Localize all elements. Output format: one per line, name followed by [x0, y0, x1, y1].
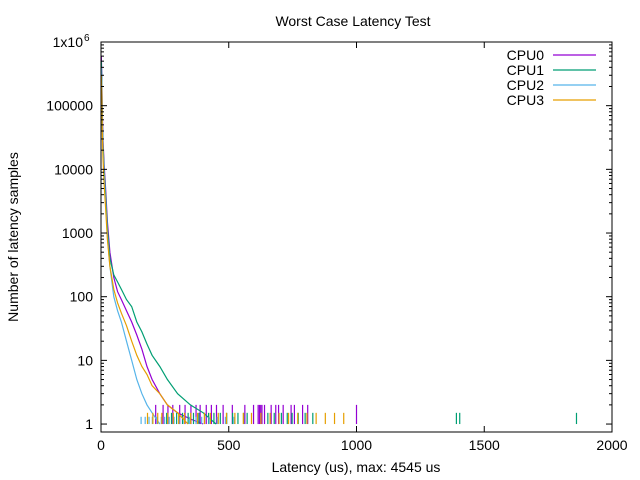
series-layer — [100, 56, 578, 425]
y-axis-title: Number of latency samples — [5, 152, 21, 322]
y-tick-label: 100000 — [46, 98, 93, 114]
legend-label-cpu1: CPU1 — [507, 62, 545, 78]
series-line-cpu0 — [100, 56, 204, 425]
y-tick-label: 10000 — [54, 161, 93, 177]
legend-label-cpu2: CPU2 — [507, 77, 545, 93]
x-axis-title: Latency (us), max: 4545 us — [272, 459, 441, 475]
x-tick-label: 2000 — [596, 437, 627, 453]
x-tick-label: 0 — [97, 437, 105, 453]
y-tick-label: 10 — [77, 352, 93, 368]
x-tick-label: 500 — [217, 437, 241, 453]
y-tick-label: 1000 — [62, 225, 93, 241]
y-tick-label: 1x10 — [53, 34, 84, 50]
legend-label-cpu0: CPU0 — [507, 47, 545, 63]
axes-layer: 0 500 1000 1500 2000 1 10 100 1000 10000 100000 1x1… — [46, 33, 627, 453]
series-line-cpu2 — [100, 67, 161, 425]
legend-label-cpu3: CPU3 — [507, 92, 545, 108]
chart-title: Worst Case Latency Test — [275, 13, 430, 29]
y-tick-label: 100 — [70, 289, 94, 305]
x-tick-label: 1500 — [469, 437, 500, 453]
y-tick-label: 1 — [85, 416, 93, 432]
x-tick-label: 1000 — [341, 437, 372, 453]
series-line-cpu3 — [100, 75, 189, 425]
y-tick-exponent: 6 — [84, 33, 90, 44]
series-line-cpu1 — [100, 61, 217, 425]
